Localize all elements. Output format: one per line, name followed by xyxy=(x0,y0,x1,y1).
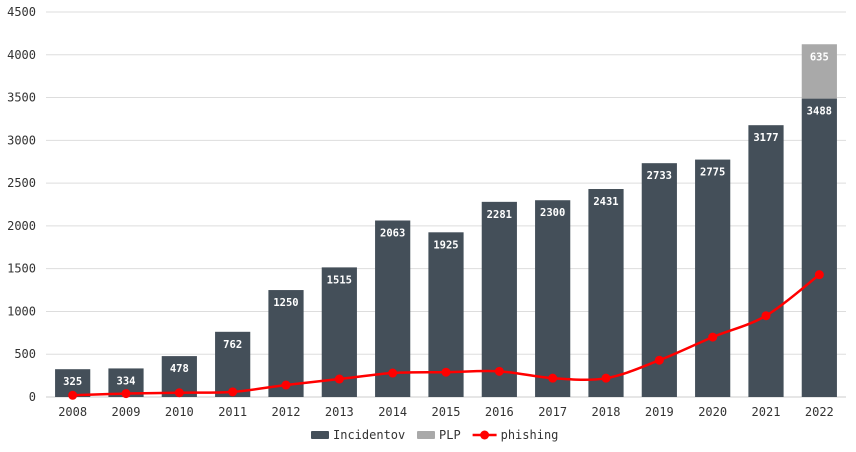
legend-swatch xyxy=(417,431,435,439)
grid xyxy=(46,11,846,398)
legend: Incidentov PLP phishing xyxy=(311,428,558,442)
x-tick-label: 2010 xyxy=(165,405,194,419)
data-label-incidentov-2015: 1925 xyxy=(433,239,458,251)
point-phishing-2014 xyxy=(388,368,398,378)
data-label-incidentov-2017: 2300 xyxy=(540,207,565,219)
data-label-incidentov-2008: 325 xyxy=(63,376,82,388)
bar-incidentov-2014 xyxy=(375,220,411,397)
y-tick-label: 4500 xyxy=(7,5,36,19)
point-phishing-2015 xyxy=(441,367,451,377)
x-tick-label: 2017 xyxy=(538,405,567,419)
x-tick-label: 2019 xyxy=(645,405,674,419)
data-label-plp-2022: 635 xyxy=(810,51,829,63)
x-tick-label: 2012 xyxy=(272,405,301,419)
legend-label: phishing xyxy=(501,428,559,442)
x-tick-label: 2015 xyxy=(432,405,461,419)
x-tick-label: 2016 xyxy=(485,405,514,419)
y-tick-label: 2500 xyxy=(7,176,36,190)
data-label-incidentov-2014: 2063 xyxy=(380,227,405,239)
bars: 325 334 478 762 1250 1515 2063 1925 2281 2300 2431… xyxy=(55,44,837,398)
point-phishing-2022 xyxy=(814,270,824,280)
data-label-incidentov-2021: 3177 xyxy=(753,132,778,144)
data-label-incidentov-2020: 2775 xyxy=(700,167,725,179)
legend-item-PLP[interactable]: PLP xyxy=(417,428,461,442)
x-tick-label: 2011 xyxy=(218,405,247,419)
data-label-incidentov-2022: 3488 xyxy=(807,106,832,118)
bar-incidentov-2020 xyxy=(695,159,731,397)
data-label-incidentov-2018: 2431 xyxy=(593,196,618,208)
y-tick-label: 500 xyxy=(14,347,36,361)
point-phishing-2017 xyxy=(548,373,558,383)
legend-marker xyxy=(480,430,490,440)
legend-label: Incidentov xyxy=(333,428,405,442)
bar-incidentov-2017 xyxy=(535,200,571,397)
bar-incidentov-2021 xyxy=(748,125,784,397)
x-tick-label: 2018 xyxy=(592,405,621,419)
bar-incidentov-2022 xyxy=(801,98,837,398)
point-phishing-2008 xyxy=(68,390,78,400)
x-tick-label: 2020 xyxy=(698,405,727,419)
x-tick-label: 2022 xyxy=(805,405,834,419)
bar-incidentov-2012 xyxy=(268,290,304,397)
x-tick-label: 2008 xyxy=(58,405,87,419)
phishing-line-layer xyxy=(68,270,824,400)
point-phishing-2012 xyxy=(281,380,291,390)
y-tick-label: 3000 xyxy=(7,133,36,147)
y-tick-label: 2000 xyxy=(7,219,36,233)
data-label-incidentov-2019: 2733 xyxy=(647,170,672,182)
bar-incidentov-2016 xyxy=(481,201,517,397)
data-label-incidentov-2010: 478 xyxy=(170,363,189,375)
point-phishing-2021 xyxy=(761,311,771,321)
data-label-incidentov-2012: 1250 xyxy=(273,297,298,309)
y-tick-label: 1000 xyxy=(7,304,36,318)
point-phishing-2013 xyxy=(334,374,344,384)
bar-plp-2022 xyxy=(801,44,837,99)
point-phishing-2009 xyxy=(121,389,131,399)
y-tick-label: 4000 xyxy=(7,48,36,62)
point-phishing-2018 xyxy=(601,373,611,383)
point-phishing-2010 xyxy=(174,388,184,398)
point-phishing-2011 xyxy=(228,387,238,397)
legend-item-Incidentov[interactable]: Incidentov xyxy=(311,428,405,442)
data-label-incidentov-2013: 1515 xyxy=(327,274,352,286)
y-axis: 0 500 1000 1500 2000 2500 3000 3500 4000 4500 xyxy=(7,5,36,404)
x-tick-label: 2013 xyxy=(325,405,354,419)
data-label-incidentov-2009: 334 xyxy=(117,375,136,387)
x-axis: 2008 2009 2010 2011 2012 2013 2014 2015 2016 2017… xyxy=(58,405,834,419)
point-phishing-2019 xyxy=(654,355,664,365)
legend-item-phishing[interactable]: phishing xyxy=(472,428,559,442)
point-phishing-2020 xyxy=(708,332,718,342)
y-tick-label: 3500 xyxy=(7,91,36,105)
legend-label: PLP xyxy=(439,428,461,442)
x-tick-label: 2009 xyxy=(112,405,141,419)
y-tick-label: 1500 xyxy=(7,262,36,276)
bar-incidentov-2011 xyxy=(215,331,251,397)
y-tick-label: 0 xyxy=(29,390,36,404)
x-tick-label: 2014 xyxy=(378,405,407,419)
data-label-incidentov-2011: 762 xyxy=(223,339,242,351)
data-label-incidentov-2016: 2281 xyxy=(487,209,512,221)
point-phishing-2016 xyxy=(494,366,504,376)
legend-swatch xyxy=(311,431,329,439)
x-tick-label: 2021 xyxy=(752,405,781,419)
bar-incidentov-2018 xyxy=(588,189,624,397)
